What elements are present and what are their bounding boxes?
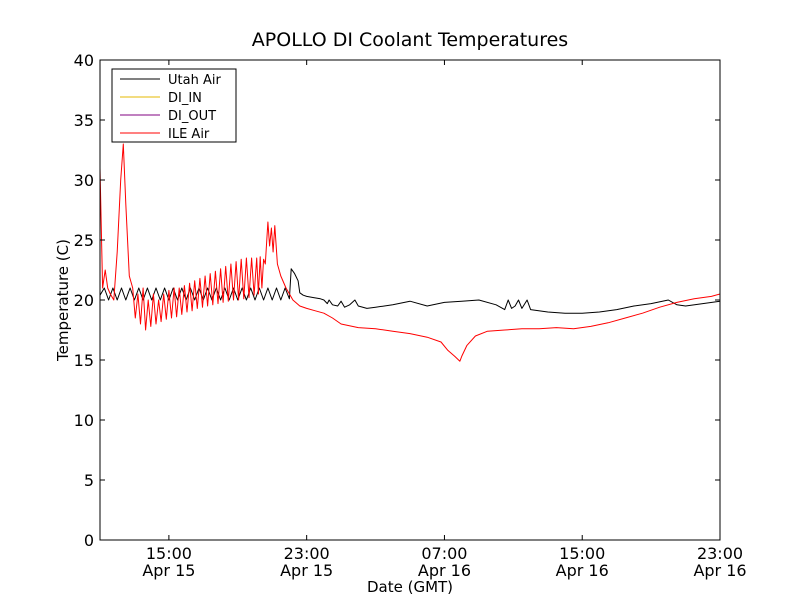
legend-box	[111, 68, 237, 143]
legend-label: Utah Air	[168, 73, 221, 88]
legend: Utah Air DI_IN DI_OUT ILE Air	[111, 68, 237, 143]
x-tick-date-label: Apr 16	[693, 561, 746, 580]
legend-label: DI_OUT	[168, 109, 216, 124]
x-tick-date-label: Apr 16	[556, 561, 609, 580]
y-axis-label: Temperature (C)	[54, 239, 72, 362]
x-tick-time-label: 23:00	[284, 544, 330, 563]
y-tick-label: 5	[84, 471, 94, 490]
y-tick-label: 10	[74, 411, 94, 430]
x-tick-date-label: Apr 15	[280, 561, 333, 580]
y-tick-label: 40	[74, 51, 94, 70]
x-tick-date-label: Apr 16	[418, 561, 471, 580]
y-tick-label: 35	[74, 111, 94, 130]
y-tick-label: 30	[74, 171, 94, 190]
y-tick-label: 0	[84, 531, 94, 550]
legend-label: ILE Air	[168, 127, 210, 142]
x-axis-label: Date (GMT)	[367, 578, 453, 596]
x-tick-time-label: 15:00	[559, 544, 605, 563]
y-tick-label: 15	[74, 351, 94, 370]
x-tick-time-label: 15:00	[146, 544, 192, 563]
legend-label: DI_IN	[168, 91, 202, 106]
x-tick-time-label: 07:00	[421, 544, 467, 563]
chart-title: APOLLO DI Coolant Temperatures	[252, 29, 568, 51]
y-tick-label: 20	[74, 291, 94, 310]
series-line-ile-air	[100, 143, 720, 362]
x-tick-time-label: 23:00	[697, 544, 743, 563]
y-axis: 0 5 10 15 20 25 30 35 40	[74, 51, 720, 550]
y-tick-label: 25	[74, 231, 94, 250]
series-layer	[100, 143, 720, 362]
x-tick-date-label: Apr 15	[142, 561, 195, 580]
series-line-utah-air	[100, 268, 720, 314]
